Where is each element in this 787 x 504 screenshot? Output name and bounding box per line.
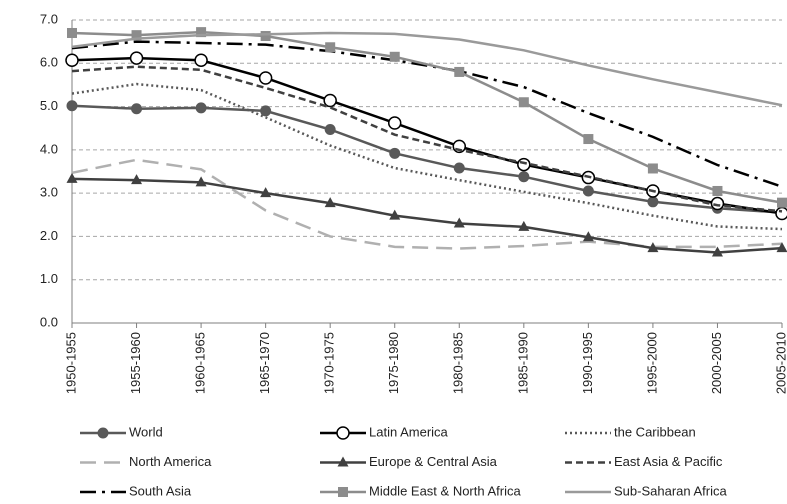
marker (258, 71, 273, 85)
marker (336, 426, 350, 440)
y-tick-label: 7.0 (40, 11, 58, 26)
series (65, 51, 787, 221)
marker (518, 220, 530, 231)
marker (647, 163, 658, 174)
x-tick-label: 1965-1970 (257, 332, 272, 394)
marker (337, 456, 349, 467)
line (71, 82, 783, 231)
marker (389, 51, 400, 62)
marker (647, 196, 659, 208)
legend-label: the Caribbean (614, 424, 696, 439)
series (71, 82, 783, 231)
series (71, 31, 783, 107)
marker (338, 487, 348, 497)
marker (194, 53, 208, 68)
x-tick-label: 1950-1955 (63, 332, 78, 394)
marker (325, 42, 336, 53)
line (71, 31, 783, 107)
x-tick-label: 1960-1965 (193, 332, 208, 394)
marker (518, 97, 529, 108)
series (67, 27, 787, 208)
x-tick-label: 2000-2005 (709, 332, 724, 394)
marker (389, 209, 401, 220)
marker (66, 172, 78, 183)
marker (260, 105, 272, 117)
legend-label: North America (129, 454, 212, 469)
marker (129, 51, 144, 65)
x-tick-label: 1955-1960 (128, 332, 143, 394)
x-tick-label: 1990-1995 (580, 332, 595, 394)
series (71, 158, 783, 250)
series (66, 172, 787, 257)
marker (582, 231, 594, 242)
legend-label: Europe & Central Asia (369, 454, 498, 469)
marker (776, 242, 787, 253)
x-tick-label: 1985-1990 (515, 332, 530, 394)
marker (775, 206, 787, 221)
marker (195, 102, 207, 114)
y-tick-label: 1.0 (40, 271, 58, 286)
line (71, 30, 783, 204)
series (71, 65, 783, 213)
marker (710, 196, 725, 211)
line (71, 65, 783, 213)
x-tick-label: 1970-1975 (322, 332, 337, 394)
marker (647, 242, 659, 253)
line (71, 158, 783, 250)
marker (453, 162, 465, 174)
y-tick-label: 5.0 (40, 98, 58, 113)
marker (387, 116, 402, 130)
series (66, 100, 787, 219)
marker (389, 147, 401, 159)
marker (582, 185, 594, 197)
marker (517, 157, 531, 172)
series (71, 40, 783, 188)
marker (131, 174, 143, 185)
line (71, 177, 783, 254)
y-tick-label: 6.0 (40, 55, 58, 70)
marker (711, 246, 723, 257)
marker (131, 103, 143, 115)
marker (196, 27, 207, 38)
legend-label: Latin America (369, 424, 449, 439)
x-tick-label: 1995-2000 (644, 332, 659, 394)
marker (323, 93, 337, 108)
marker (66, 100, 78, 112)
legend-label: East Asia & Pacific (614, 454, 723, 469)
marker (712, 185, 723, 196)
marker (195, 176, 207, 187)
marker (454, 66, 465, 77)
marker (65, 53, 79, 68)
y-tick-label: 4.0 (40, 141, 58, 156)
y-tick-label: 0.0 (40, 314, 58, 329)
marker (97, 427, 109, 439)
marker (260, 31, 271, 42)
x-tick-label: 2005-2010 (773, 332, 787, 394)
marker (777, 197, 787, 208)
legend-label: South Asia (129, 483, 192, 498)
y-tick-label: 3.0 (40, 185, 58, 200)
legend-label: World (129, 424, 163, 439)
marker (260, 187, 272, 198)
marker (583, 134, 594, 145)
legend-label: Middle East & North Africa (369, 483, 521, 498)
line (71, 56, 783, 215)
line (71, 40, 783, 188)
marker (324, 124, 336, 136)
marker (453, 217, 465, 228)
marker (518, 171, 530, 183)
y-tick-label: 2.0 (40, 228, 58, 243)
marker (324, 197, 336, 208)
line (71, 104, 783, 214)
legend-label: Sub-Saharan Africa (614, 483, 728, 498)
marker (131, 30, 142, 41)
x-tick-label: 1980-1985 (451, 332, 466, 394)
marker (67, 27, 77, 38)
x-tick-label: 1975-1980 (386, 332, 401, 394)
